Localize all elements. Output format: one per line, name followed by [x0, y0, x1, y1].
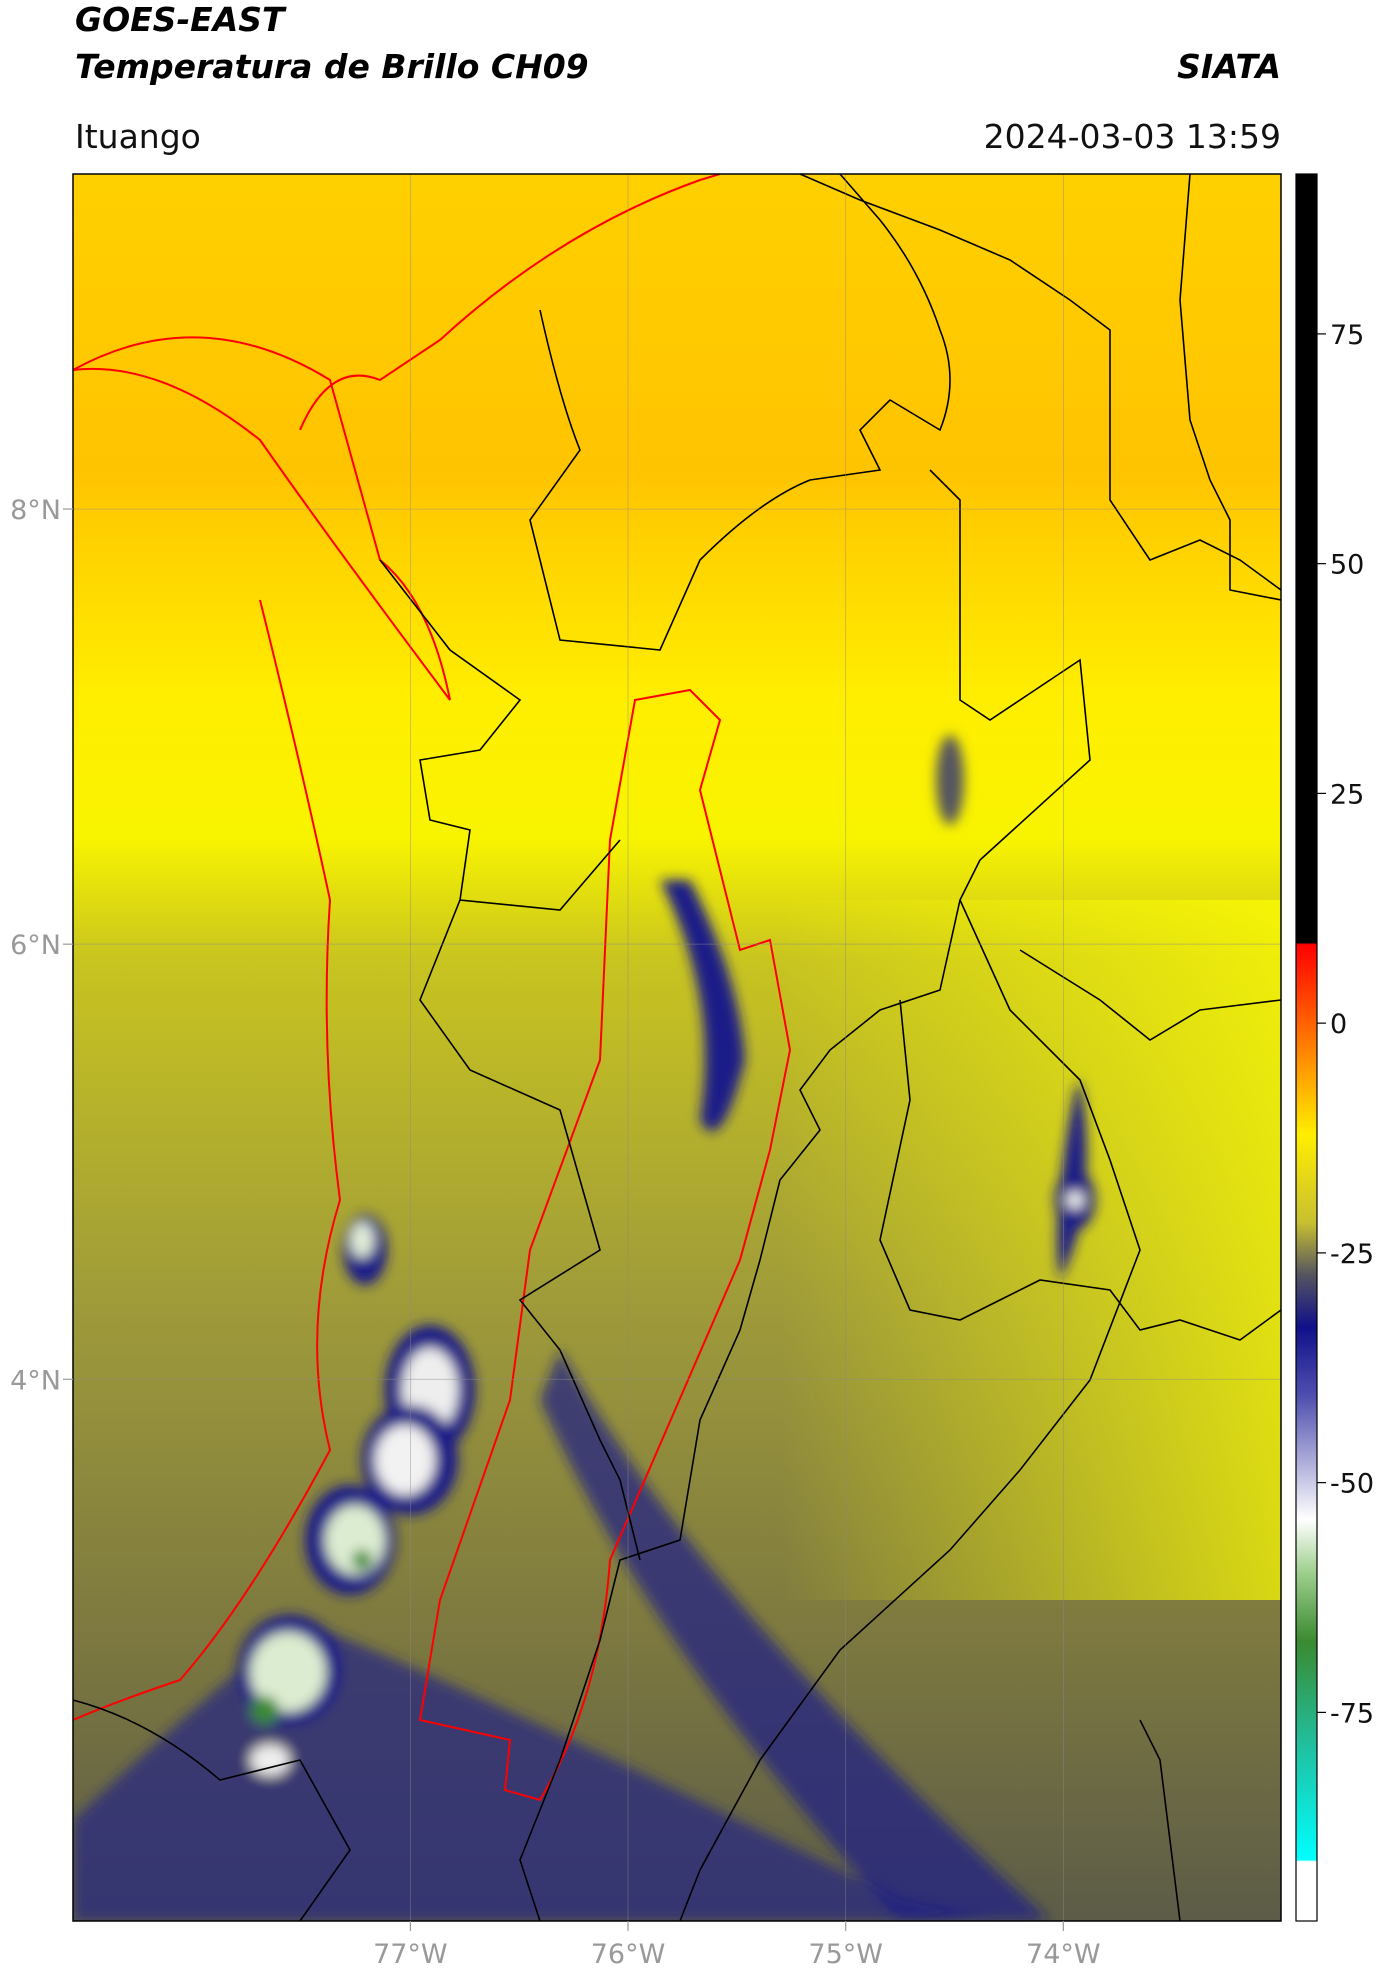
datetime-label: 2024-03-03 13:59 — [984, 117, 1281, 156]
graticule — [73, 174, 1281, 1921]
satellite-title: GOES-EAST — [75, 0, 287, 39]
lat-tick-label: 4°N — [10, 1365, 61, 1396]
cloud-tops — [73, 735, 1095, 1921]
source-label: SIATA — [1177, 47, 1281, 86]
map-frame — [72, 173, 1282, 1922]
colorbar-tick-label: -25 — [1330, 1239, 1374, 1270]
colorbar — [1295, 173, 1318, 1922]
lon-tick-label: 75°W — [808, 1939, 883, 1970]
lon-tick-label: 77°W — [373, 1939, 448, 1970]
colorbar-tick-label: -50 — [1330, 1469, 1374, 1500]
colorbar-tick-label: 25 — [1330, 779, 1364, 810]
map-image — [73, 174, 1281, 1921]
colorbar-tick-label: 50 — [1330, 550, 1364, 581]
colorbar-tick-label: -75 — [1330, 1698, 1374, 1729]
lat-tick-label: 8°N — [10, 495, 61, 526]
region-label: Ituango — [75, 117, 201, 156]
lon-tick-label: 74°W — [1026, 1939, 1101, 1970]
colorbar-tick-label: 0 — [1330, 1009, 1347, 1040]
lon-tick-label: 76°W — [591, 1939, 666, 1970]
colorbar-tick-label: 75 — [1330, 320, 1364, 351]
product-title: Temperatura de Brillo CH09 — [75, 47, 589, 86]
lat-tick-label: 6°N — [10, 930, 61, 961]
